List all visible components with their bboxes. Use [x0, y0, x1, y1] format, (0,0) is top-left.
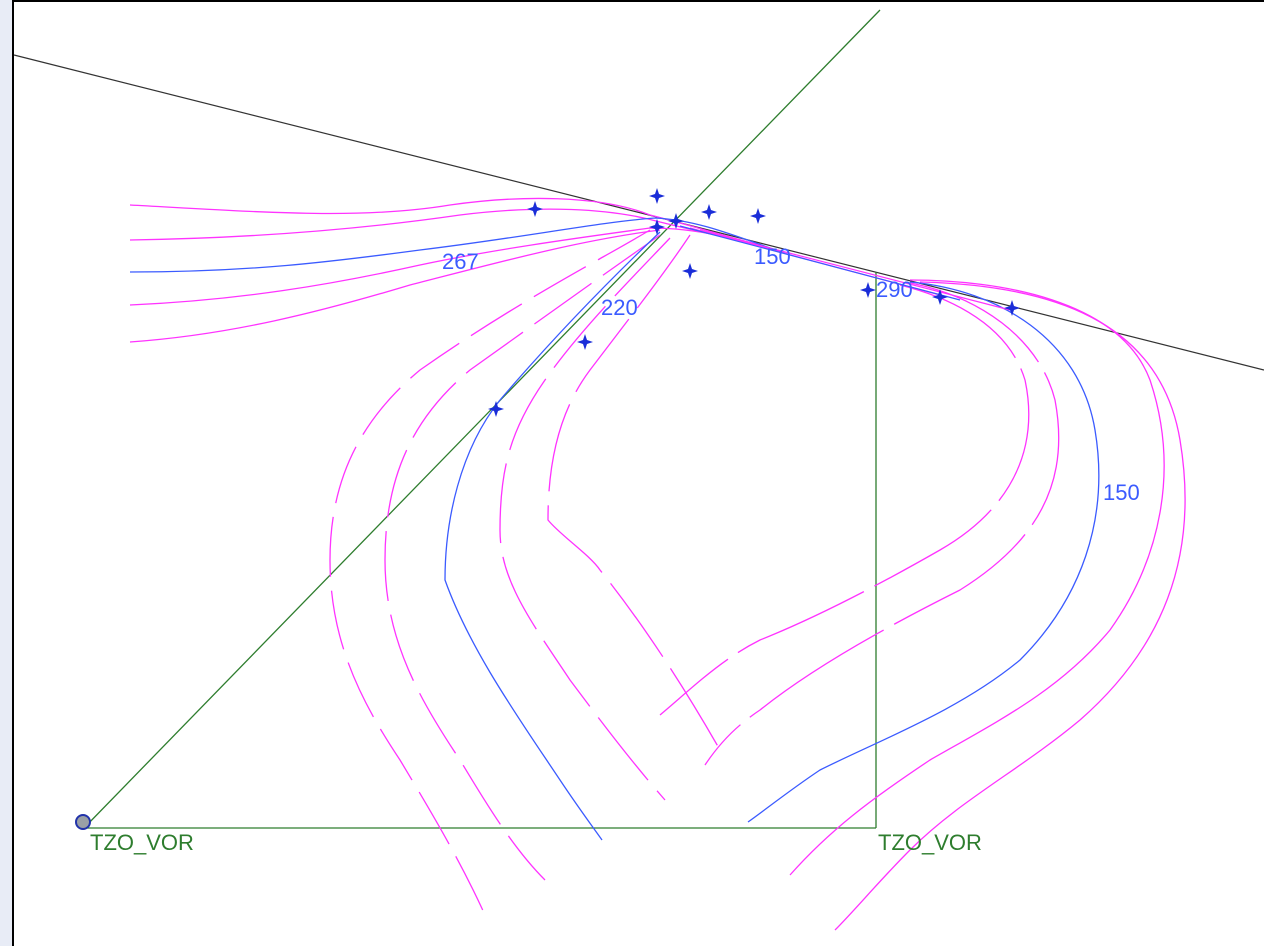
boundary-line	[13, 54, 1264, 371]
contour-line	[679, 225, 961, 301]
contour-group-right	[659, 279, 1186, 931]
crosshair-star-icon	[488, 401, 504, 417]
contour-label-overlap: 290	[876, 277, 913, 302]
contour-line	[384, 234, 661, 881]
contour-line	[329, 229, 651, 916]
crosshair-star-icon	[577, 334, 593, 350]
contour-267	[129, 217, 791, 273]
contour-line	[547, 234, 721, 751]
contour-line	[699, 229, 1011, 311]
contour-line	[834, 281, 1186, 931]
circle-icon[interactable]	[75, 814, 91, 830]
convergence-lines	[679, 225, 1011, 311]
contour-label-220: 220	[601, 295, 638, 320]
contour-line	[129, 227, 781, 306]
contour-line	[789, 279, 1165, 876]
contour-label-150-top: 150	[754, 244, 791, 269]
contour-group-left	[129, 197, 781, 343]
contour-line	[499, 237, 671, 801]
contour-line	[704, 281, 1060, 766]
crosshair-star-icon	[682, 263, 698, 279]
contour-line	[129, 197, 761, 246]
crosshair-star-icon	[649, 188, 665, 204]
contour-label-267: 267	[442, 249, 479, 274]
marker-group	[488, 188, 1020, 417]
crosshair-star-icon	[860, 282, 876, 298]
vor-label-left: TZO_VOR	[90, 830, 194, 855]
contour-label-150-right: 150	[1103, 480, 1140, 505]
vor-label-right: TZO_VOR	[878, 830, 982, 855]
radial-line	[83, 9, 881, 829]
crosshair-star-icon	[1004, 300, 1020, 316]
crosshair-star-icon	[701, 204, 717, 220]
contour-220	[444, 231, 661, 841]
contour-line	[659, 284, 1030, 716]
crosshair-star-icon	[527, 201, 543, 217]
contour-150	[747, 281, 1100, 823]
crosshair-star-icon	[649, 219, 665, 235]
crosshair-star-icon	[668, 213, 684, 229]
contour-line	[129, 229, 661, 343]
crosshair-star-icon	[750, 208, 766, 224]
contour-group-inner	[329, 229, 721, 916]
crosshair-star-icon	[932, 289, 948, 305]
